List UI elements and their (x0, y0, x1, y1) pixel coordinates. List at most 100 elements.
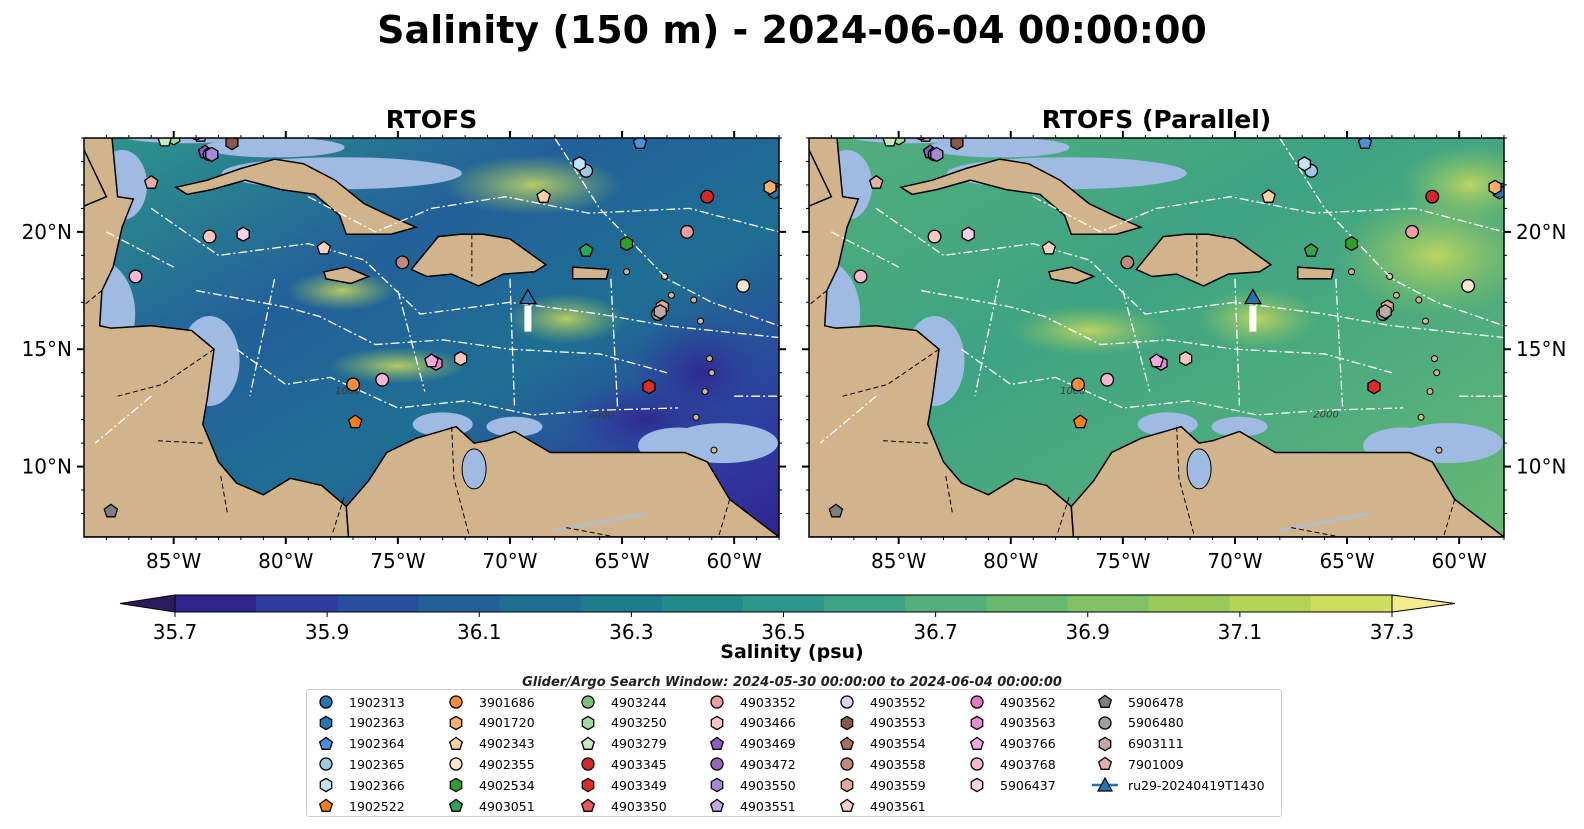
legend-marker (448, 798, 464, 812)
float-marker-icon (970, 695, 984, 709)
argo-float-marker (103, 503, 119, 518)
bathymetry-contour-label: 1000 (1060, 386, 1085, 397)
colorbar-bin (337, 595, 419, 612)
y-tick-label: 20°N (1516, 220, 1566, 244)
glider-marker (1243, 288, 1263, 305)
colorbar-tick-label: 36.3 (609, 620, 654, 644)
float-marker-icon (449, 777, 463, 793)
legend-label: 4903472 (740, 756, 796, 772)
legend-entry: 4903563 (964, 713, 1056, 733)
x-tick-label: 80°W (258, 549, 313, 573)
argo-float-marker (536, 189, 551, 203)
legend-label: 4903559 (870, 777, 926, 793)
argo-float-marker (143, 174, 159, 189)
glider-triangle-icon (1092, 776, 1118, 792)
float-marker-icon (449, 695, 463, 709)
argo-float-marker (1425, 189, 1440, 204)
argo-float-marker (202, 229, 217, 244)
argo-float-marker (1461, 278, 1476, 293)
x-tick-label: 75°W (370, 549, 425, 573)
argo-float-marker (680, 224, 695, 239)
x-tick-label: 70°W (482, 549, 537, 573)
x-tick-label: 60°W (1432, 549, 1487, 573)
argo-float-marker (1344, 235, 1359, 252)
argo-float-marker (632, 138, 648, 149)
float-marker-icon (1098, 716, 1112, 730)
legend-marker (581, 715, 595, 731)
argo-float-marker (1072, 414, 1088, 429)
float-marker-icon (581, 695, 595, 709)
legend-entry: 4903550 (704, 775, 796, 795)
legend-entry: 4903552 (834, 692, 926, 712)
colorbar-extend-high (1391, 594, 1456, 613)
legend-marker (840, 757, 854, 772)
legend-marker (449, 757, 463, 772)
float-marker-icon (710, 695, 724, 709)
x-tick-label: 75°W (1095, 549, 1150, 573)
colorbar-tick-label: 35.7 (153, 620, 198, 644)
argo-float-marker (847, 117, 860, 130)
legend-marker (1098, 736, 1112, 751)
legend-label: 4903279 (611, 736, 667, 752)
colorbar-bin (1229, 595, 1312, 612)
legend-marker (710, 777, 724, 793)
legend-entry: 5906480 (1092, 713, 1184, 733)
float-marker-icon (580, 736, 596, 750)
float-marker-icon (709, 736, 725, 750)
float-marker-icon (581, 715, 595, 731)
land-mask (809, 138, 1504, 537)
argo-float-marker (1100, 372, 1115, 387)
legend-marker (449, 777, 463, 793)
legend-label: 4903554 (870, 736, 926, 752)
legend-entry: 4903562 (964, 692, 1056, 712)
y-tick-label: 15°N (1516, 337, 1566, 361)
legend-marker (580, 736, 596, 750)
legend-entry: 1902363 (313, 713, 405, 733)
legend-entry: 5906437 (964, 775, 1056, 795)
map-panel-rtofs-parallel: RTOFS (Parallel) 1000 2000 85°W 80°W 75°W 70°W… (802, 105, 1566, 573)
land-mask (84, 138, 779, 537)
argo-float-marker (225, 138, 239, 151)
float-marker-icon (709, 798, 725, 812)
legend-label: 4902355 (479, 756, 535, 772)
x-tick-label: 85°W (871, 549, 926, 573)
legend-marker (709, 736, 725, 750)
argo-float-marker (836, 124, 849, 136)
colorbar-tick-label: 36.5 (761, 620, 806, 644)
legend-label: 1902365 (349, 756, 405, 772)
salinity-field: 1000 2000 (84, 122, 779, 537)
legend-marker (709, 798, 725, 812)
legend-label: 4903345 (611, 756, 667, 772)
map-panel-rtofs: RTOFS 1000 2000 85°W 80°W 75°W 70°W 65°W 60°W 20°… (22, 105, 786, 573)
legend-label: 1902522 (349, 798, 405, 814)
legend-marker (318, 736, 334, 750)
colorbar-bin (499, 595, 582, 612)
glider-track (524, 305, 532, 332)
colorbar: 35.7 35.9 36.1 36.3 36.5 36.7 36.9 37.1 37.3 (119, 594, 1456, 644)
legend-entry: 4903345 (575, 754, 667, 774)
legend-entry: 4903279 (575, 734, 667, 754)
float-marker-icon (710, 777, 724, 793)
argo-float-marker (192, 122, 205, 135)
float-marker-icon (840, 715, 854, 731)
argo-float-marker (868, 174, 884, 189)
legend-entry: 4903466 (704, 713, 796, 733)
argo-float-marker (316, 240, 332, 255)
bathymetry-contour-label: 2000 (1313, 409, 1338, 420)
float-marker-icon (970, 777, 984, 793)
legend-label: 4903553 (870, 715, 926, 731)
legend-label: 4903244 (611, 694, 667, 710)
y-tick-label: 20°N (22, 220, 72, 244)
colorbar-bin (742, 595, 825, 612)
legend-entry: 4903349 (575, 775, 667, 795)
argo-float-marker (395, 255, 410, 270)
legend-entry: 1902364 (313, 734, 405, 754)
legend-entry: 1902366 (313, 775, 405, 795)
legend-marker (840, 715, 854, 731)
legend-marker (840, 695, 854, 709)
colorbar-bin (986, 595, 1068, 612)
float-marker-icon (318, 736, 334, 750)
legend-entry: 1902522 (313, 796, 405, 816)
legend-label: 7901009 (1128, 756, 1184, 772)
legend-entry: 4903051 (443, 796, 535, 816)
